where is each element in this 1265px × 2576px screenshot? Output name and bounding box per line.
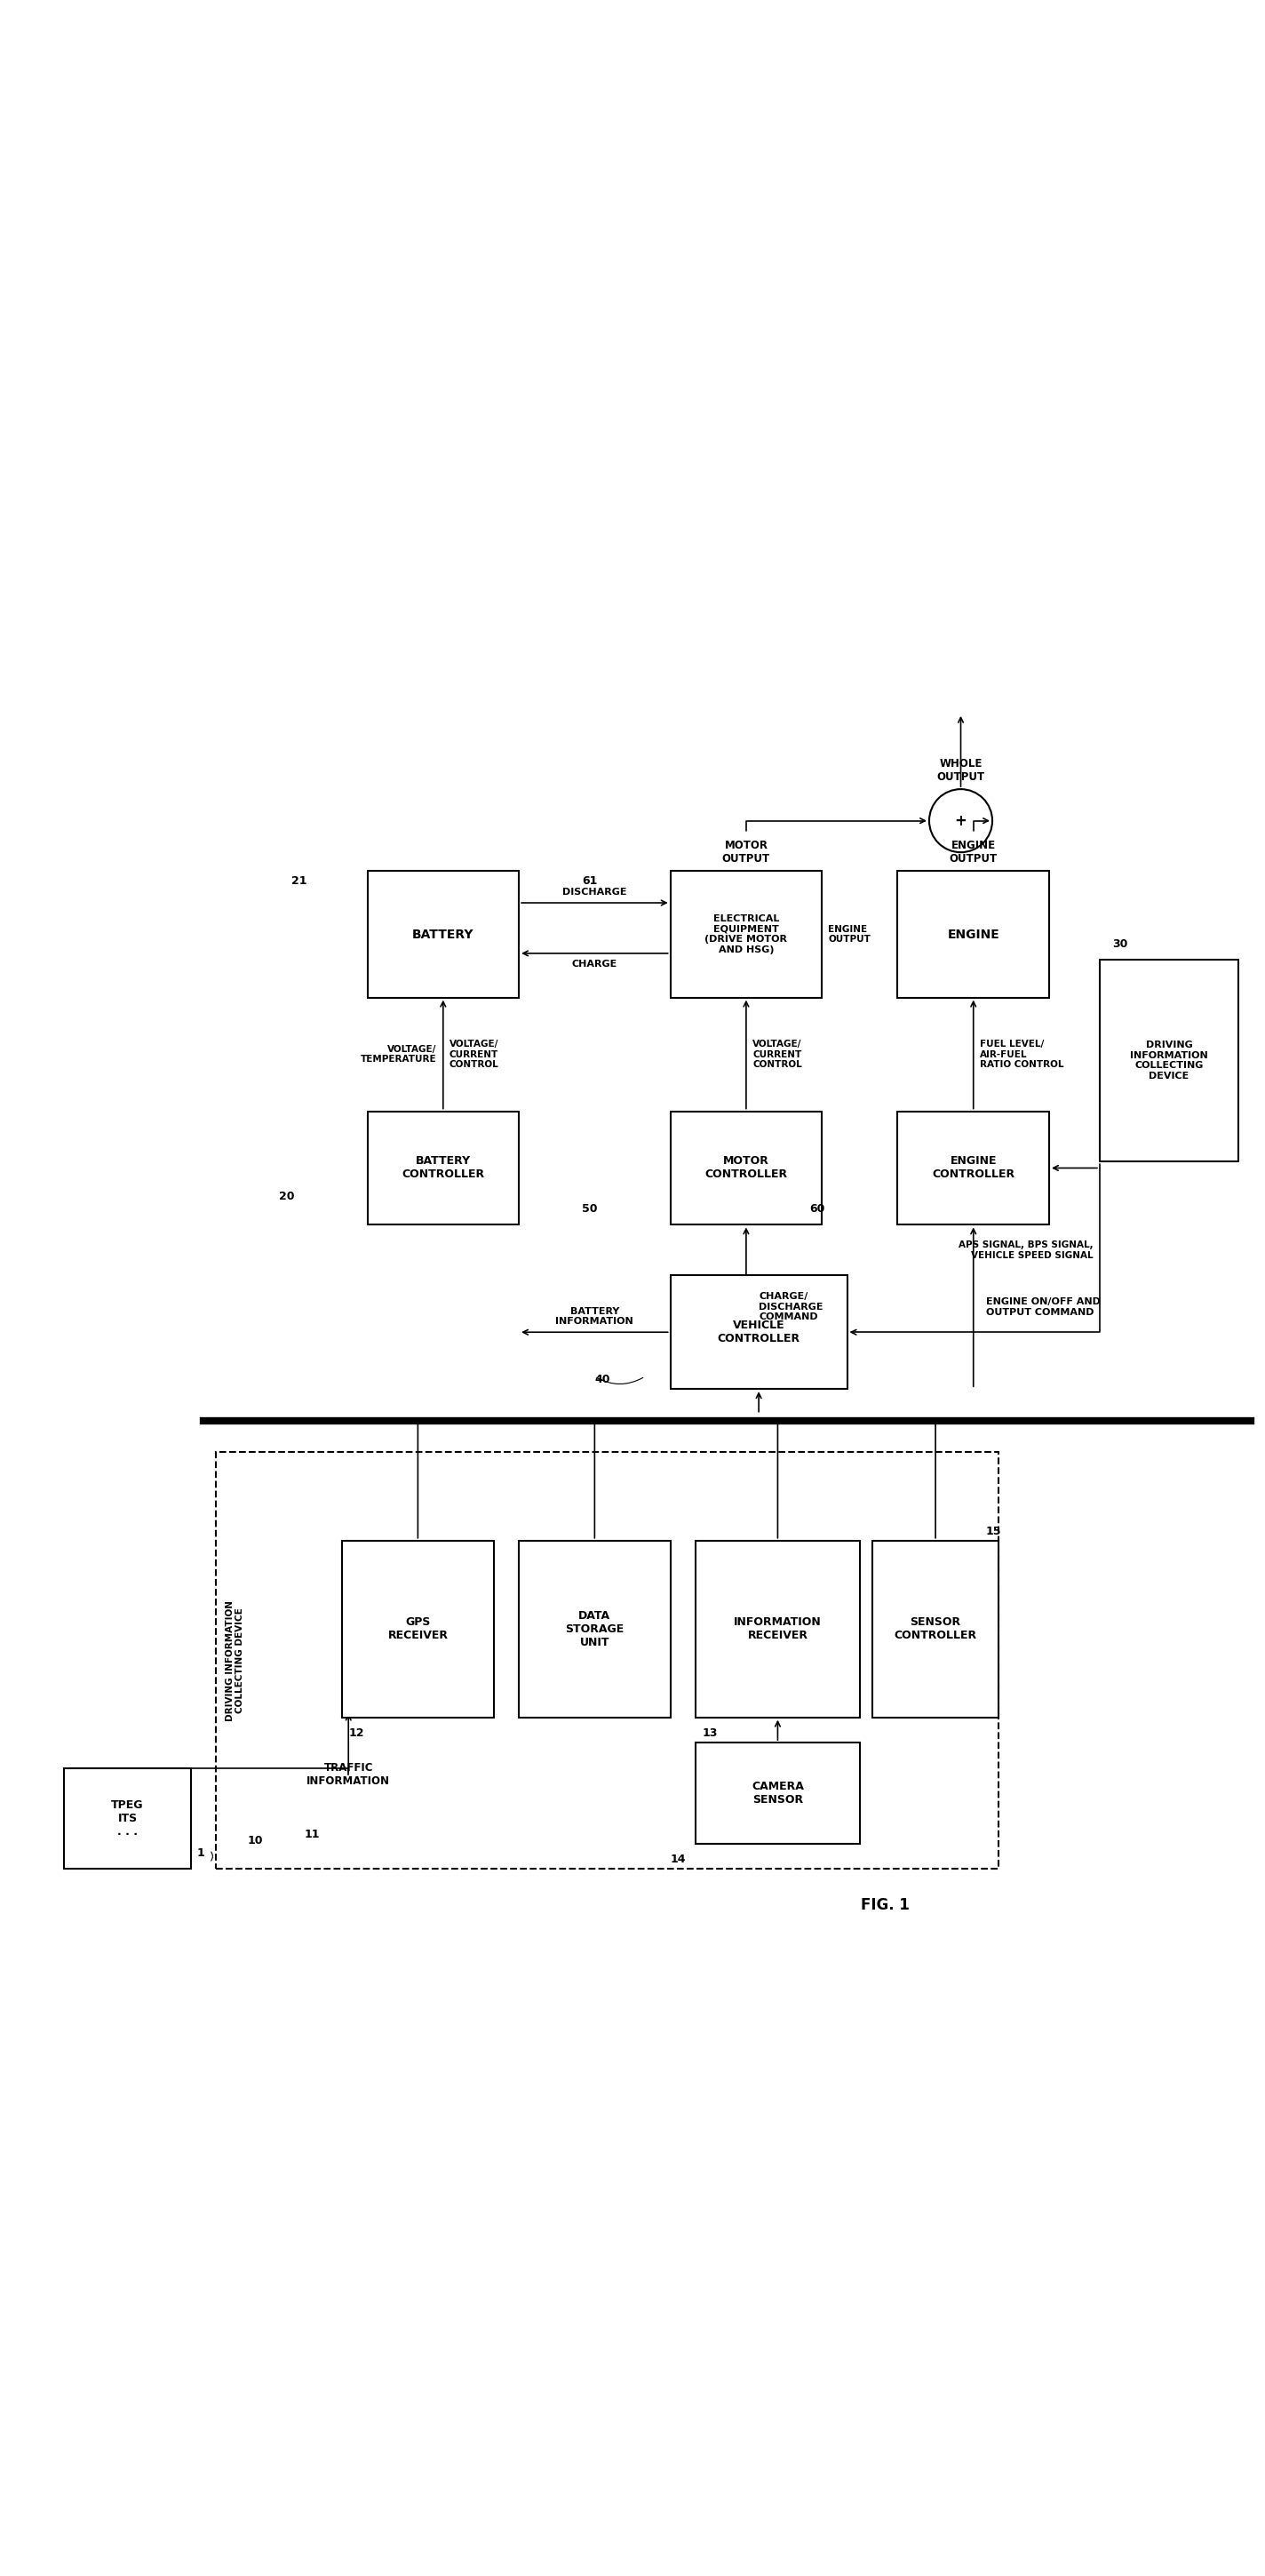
Text: CHARGE: CHARGE	[572, 961, 617, 969]
Text: DATA
STORAGE
UNIT: DATA STORAGE UNIT	[565, 1610, 624, 1649]
Text: 15: 15	[985, 1525, 1002, 1538]
Text: 11: 11	[305, 1829, 320, 1839]
Text: 61: 61	[582, 876, 597, 886]
Text: 12: 12	[348, 1728, 364, 1739]
Text: 1: 1	[197, 1847, 205, 1860]
FancyBboxPatch shape	[1099, 961, 1238, 1162]
Text: BATTERY
INFORMATION: BATTERY INFORMATION	[555, 1306, 634, 1327]
Text: 40: 40	[595, 1373, 610, 1386]
Text: TPEG
ITS
. . .: TPEG ITS . . .	[111, 1798, 144, 1837]
FancyBboxPatch shape	[696, 1540, 860, 1718]
Text: MOTOR
CONTROLLER: MOTOR CONTROLLER	[705, 1157, 788, 1180]
Text: 20: 20	[280, 1190, 295, 1203]
FancyBboxPatch shape	[367, 871, 519, 997]
Text: 21: 21	[292, 876, 307, 886]
Text: ENGINE
OUTPUT: ENGINE OUTPUT	[949, 840, 997, 866]
Text: VOLTAGE/
TEMPERATURE: VOLTAGE/ TEMPERATURE	[361, 1046, 436, 1064]
Text: 30: 30	[1112, 938, 1127, 951]
Text: ENGINE ON/OFF AND
OUTPUT COMMAND: ENGINE ON/OFF AND OUTPUT COMMAND	[985, 1298, 1101, 1316]
FancyBboxPatch shape	[898, 1110, 1049, 1224]
Text: ENGINE
OUTPUT: ENGINE OUTPUT	[829, 925, 870, 943]
Text: 50: 50	[582, 1203, 597, 1216]
Text: VOLTAGE/
CURRENT
CONTROL: VOLTAGE/ CURRENT CONTROL	[449, 1041, 498, 1069]
Text: APS SIGNAL, BPS SIGNAL,
VEHICLE SPEED SIGNAL: APS SIGNAL, BPS SIGNAL, VEHICLE SPEED SI…	[959, 1242, 1093, 1260]
Text: GPS
RECEIVER: GPS RECEIVER	[387, 1618, 448, 1641]
Text: SENSOR
CONTROLLER: SENSOR CONTROLLER	[894, 1618, 977, 1641]
FancyBboxPatch shape	[696, 1741, 860, 1844]
FancyBboxPatch shape	[519, 1540, 670, 1718]
Text: +: +	[955, 814, 966, 829]
Text: BATTERY: BATTERY	[412, 927, 474, 940]
Text: MOTOR
OUTPUT: MOTOR OUTPUT	[722, 840, 770, 866]
Text: TRAFFIC
INFORMATION: TRAFFIC INFORMATION	[306, 1762, 390, 1788]
Text: 10: 10	[248, 1834, 263, 1847]
FancyBboxPatch shape	[670, 1275, 848, 1388]
Text: CAMERA
SENSOR: CAMERA SENSOR	[751, 1780, 803, 1806]
Text: FUEL LEVEL/
AIR-FUEL
RATIO CONTROL: FUEL LEVEL/ AIR-FUEL RATIO CONTROL	[979, 1041, 1064, 1069]
Text: CHARGE/
DISCHARGE
COMMAND: CHARGE/ DISCHARGE COMMAND	[759, 1293, 824, 1321]
Text: DRIVING
INFORMATION
COLLECTING
DEVICE: DRIVING INFORMATION COLLECTING DEVICE	[1130, 1041, 1208, 1079]
Text: ENGINE: ENGINE	[947, 927, 999, 940]
FancyBboxPatch shape	[342, 1540, 493, 1718]
Text: BATTERY
CONTROLLER: BATTERY CONTROLLER	[402, 1157, 484, 1180]
Text: DISCHARGE: DISCHARGE	[563, 889, 627, 896]
FancyBboxPatch shape	[65, 1767, 191, 1870]
Text: ENGINE
CONTROLLER: ENGINE CONTROLLER	[932, 1157, 1015, 1180]
Text: 14: 14	[670, 1855, 686, 1865]
Text: INFORMATION
RECEIVER: INFORMATION RECEIVER	[734, 1618, 821, 1641]
FancyBboxPatch shape	[367, 1110, 519, 1224]
FancyBboxPatch shape	[670, 871, 822, 997]
Text: 13: 13	[702, 1728, 717, 1739]
Text: DRIVING INFORMATION
COLLECTING DEVICE: DRIVING INFORMATION COLLECTING DEVICE	[225, 1600, 244, 1721]
Text: ELECTRICAL
EQUIPMENT
(DRIVE MOTOR
AND HSG): ELECTRICAL EQUIPMENT (DRIVE MOTOR AND HS…	[705, 914, 787, 953]
FancyBboxPatch shape	[898, 871, 1049, 997]
FancyBboxPatch shape	[873, 1540, 998, 1718]
Text: WHOLE
OUTPUT: WHOLE OUTPUT	[936, 757, 984, 783]
Text: VEHICLE
CONTROLLER: VEHICLE CONTROLLER	[717, 1319, 801, 1345]
Text: FIG. 1: FIG. 1	[860, 1896, 910, 1914]
Text: 60: 60	[810, 1203, 825, 1216]
Text: VOLTAGE/
CURRENT
CONTROL: VOLTAGE/ CURRENT CONTROL	[753, 1041, 802, 1069]
FancyBboxPatch shape	[670, 1110, 822, 1224]
